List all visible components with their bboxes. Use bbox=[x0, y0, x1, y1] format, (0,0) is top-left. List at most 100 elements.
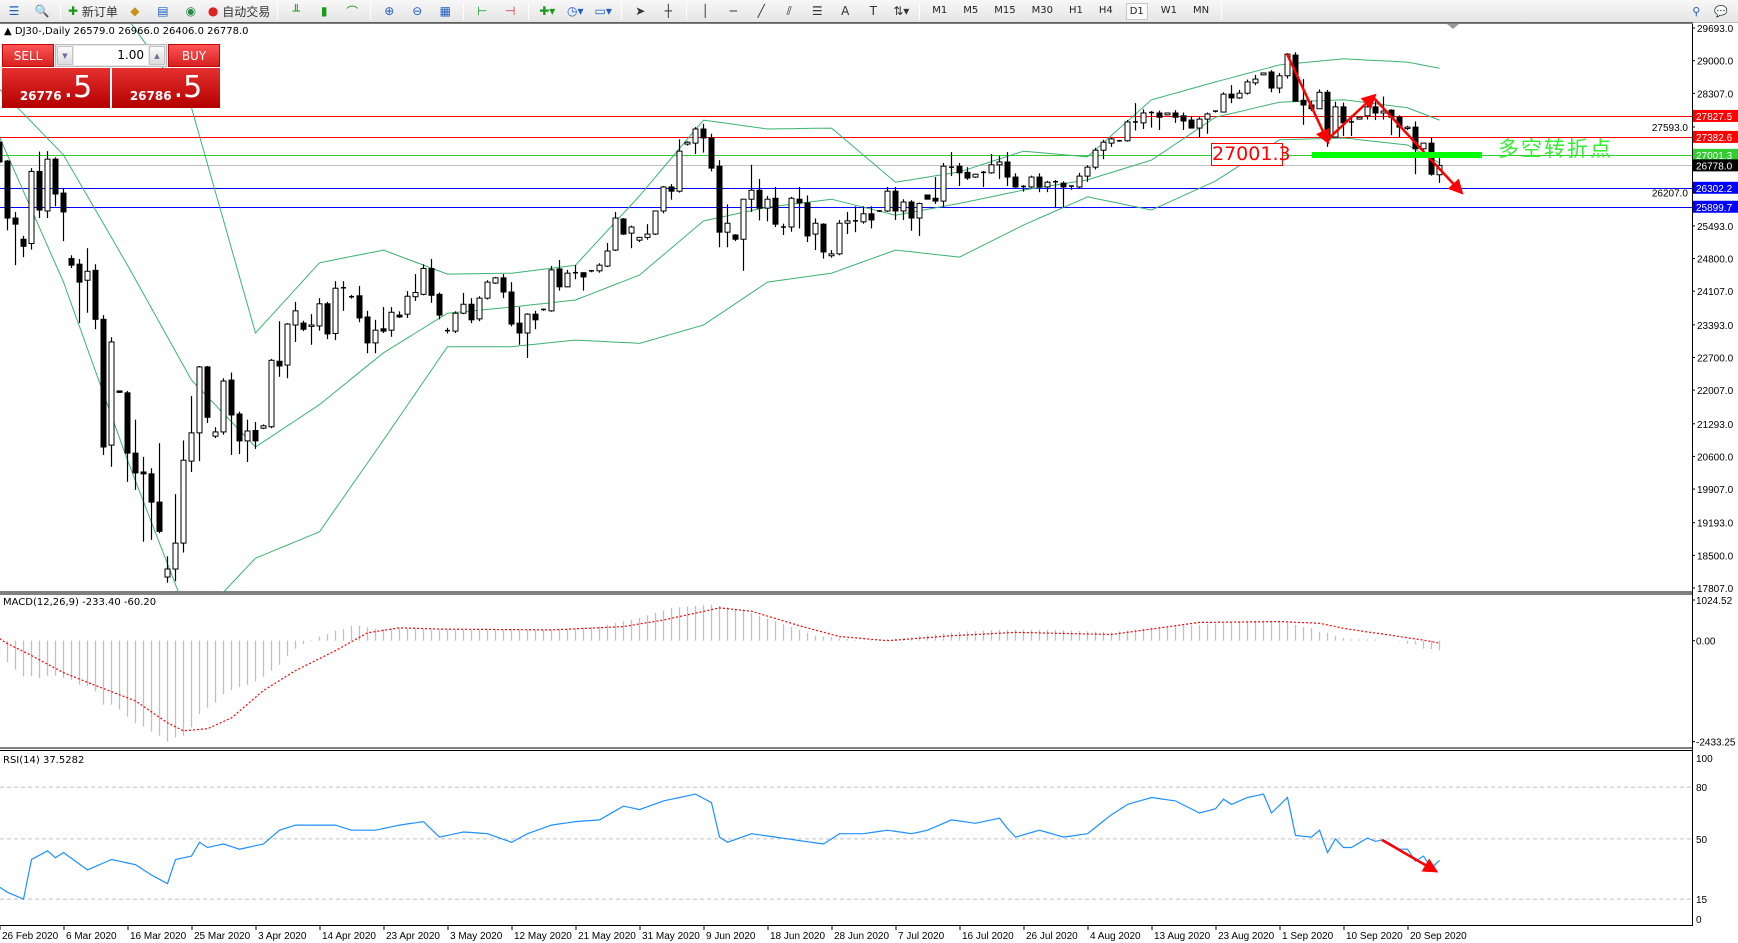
one-click-trading-panel: SELL ▼ 1.00 ▲ BUY 26776 .5 26786 .5 bbox=[2, 44, 220, 108]
rsi-axis-label: 50 bbox=[1696, 835, 1708, 846]
price-level-tag bbox=[1693, 181, 1738, 194]
candle bbox=[668, 184, 675, 200]
candle-body bbox=[284, 323, 291, 366]
timeframe-m15[interactable]: M15 bbox=[994, 4, 1016, 16]
plus-icon: ✚ bbox=[68, 4, 79, 18]
candle-body bbox=[420, 267, 427, 295]
timeframe-m1[interactable]: M1 bbox=[932, 4, 948, 16]
candle-body bbox=[1196, 118, 1203, 129]
indicators-dropdown-icon[interactable]: ✚▾ bbox=[539, 4, 556, 18]
sell-button[interactable]: SELL bbox=[2, 44, 54, 67]
candle-body bbox=[1260, 72, 1267, 76]
candle bbox=[620, 218, 627, 236]
candle bbox=[92, 264, 99, 330]
candle-body bbox=[644, 233, 651, 238]
zoom-in-icon[interactable]: ⊕ bbox=[384, 4, 395, 18]
turning-point-level-bar bbox=[1312, 152, 1482, 158]
sell-price-button[interactable]: 26776 .5 bbox=[2, 68, 110, 108]
candle-body bbox=[292, 310, 299, 326]
crosshair-icon[interactable]: ┼ bbox=[664, 4, 672, 18]
candle-body bbox=[652, 210, 659, 235]
candle bbox=[573, 265, 578, 280]
buy-price-button[interactable]: 26786 .5 bbox=[112, 68, 220, 108]
new-order-button[interactable]: ✚ 新订单 bbox=[68, 1, 118, 21]
candle bbox=[1092, 147, 1099, 170]
auto-scroll-icon[interactable]: ⊣ bbox=[505, 4, 516, 18]
templates-icon[interactable]: ▭▾ bbox=[594, 4, 612, 18]
auto-trading-button[interactable]: ● 自动交易 bbox=[208, 1, 270, 21]
lot-size-stepper[interactable]: ▼ 1.00 ▲ bbox=[55, 44, 167, 67]
candle-body bbox=[548, 269, 555, 312]
candle-body bbox=[1356, 116, 1363, 120]
candle bbox=[68, 255, 75, 268]
turning-point-annotation[interactable]: 多空转折点 bbox=[1498, 137, 1613, 161]
candle bbox=[468, 298, 475, 324]
timeframe-h4[interactable]: H4 bbox=[1098, 4, 1113, 16]
horizontal-line-icon[interactable]: ─ bbox=[729, 4, 737, 18]
lot-increase-icon[interactable]: ▲ bbox=[149, 46, 165, 65]
chart-shift-icon[interactable]: ⊢ bbox=[477, 4, 488, 18]
history-icon[interactable]: ▤ bbox=[157, 4, 169, 18]
candlestick-icon[interactable]: ▮ bbox=[320, 4, 328, 18]
trendline-icon[interactable]: ╱ bbox=[757, 4, 765, 18]
candle bbox=[532, 310, 539, 330]
candle-body bbox=[380, 328, 387, 332]
timeframe-m30[interactable]: M30 bbox=[1031, 4, 1053, 16]
price-tick-label: 18500.0 bbox=[1697, 551, 1734, 562]
price-annotation-label[interactable]: 27001.3 bbox=[1211, 143, 1291, 166]
candle bbox=[476, 296, 483, 322]
timeframe-h1[interactable]: H1 bbox=[1068, 4, 1083, 16]
candle-body bbox=[188, 432, 195, 462]
chat-icon[interactable]: 💬 bbox=[1714, 4, 1728, 18]
buy-button[interactable]: BUY bbox=[168, 44, 220, 67]
candle bbox=[1268, 70, 1275, 93]
candle-body bbox=[492, 277, 499, 284]
text-label-icon[interactable]: T bbox=[869, 4, 877, 18]
candle bbox=[156, 443, 163, 534]
candle bbox=[84, 248, 91, 313]
timeframe-m5[interactable]: M5 bbox=[963, 4, 979, 16]
cursor-icon[interactable]: ➤ bbox=[635, 4, 646, 18]
periods-clock-icon[interactable]: ◷▾ bbox=[566, 4, 584, 18]
market-watch-icon[interactable]: ☰ bbox=[8, 4, 20, 18]
lot-decrease-icon[interactable]: ▼ bbox=[57, 46, 73, 65]
collapse-triangle-icon[interactable]: ▲ bbox=[4, 26, 12, 37]
price-level-tag bbox=[1693, 109, 1738, 122]
price-tick-label: 22700.0 bbox=[1697, 353, 1734, 364]
arrows-dropdown-icon[interactable]: ⇅▾ bbox=[893, 4, 910, 18]
bar-chart-icon[interactable]: ╨ bbox=[292, 4, 300, 18]
navigator-zoom-icon[interactable]: 🔍 bbox=[34, 4, 50, 18]
tile-windows-icon[interactable]: ▦ bbox=[439, 4, 451, 18]
text-icon[interactable]: A bbox=[841, 4, 850, 18]
lot-size-input[interactable]: 1.00 bbox=[74, 46, 148, 65]
zoom-out-icon[interactable]: ⊖ bbox=[412, 4, 423, 18]
line-chart-icon[interactable]: ⌒ bbox=[346, 4, 359, 19]
date-label: 3 May 2020 bbox=[450, 931, 503, 942]
channel-icon[interactable]: ⫽ bbox=[786, 3, 792, 18]
candle-body bbox=[1044, 181, 1051, 188]
macd-axis-label: 1024.52 bbox=[1696, 596, 1733, 607]
search-icon[interactable]: ⚲ bbox=[1692, 4, 1701, 18]
candle-body bbox=[276, 360, 283, 367]
candle-body bbox=[1412, 126, 1419, 150]
signals-icon[interactable]: ◉ bbox=[185, 4, 197, 18]
timeframe-mn[interactable]: MN bbox=[1193, 4, 1210, 16]
candle-body bbox=[692, 128, 699, 144]
candle-body bbox=[1084, 166, 1091, 177]
timeframe-w1[interactable]: W1 bbox=[1160, 4, 1178, 16]
candle-body bbox=[844, 220, 851, 224]
gold-icon[interactable]: ◆ bbox=[130, 4, 140, 18]
candle bbox=[132, 419, 139, 490]
vertical-line-icon[interactable]: │ bbox=[701, 4, 709, 18]
price-tick-label: 20600.0 bbox=[1697, 452, 1734, 463]
buy-price-main: 26786 bbox=[129, 89, 172, 103]
candle bbox=[412, 274, 419, 301]
candle bbox=[492, 276, 499, 285]
fibonacci-icon[interactable]: ☰ bbox=[811, 4, 823, 18]
candle bbox=[1076, 172, 1083, 189]
candle-body bbox=[1316, 91, 1323, 110]
candle bbox=[276, 321, 283, 377]
candle-body bbox=[716, 165, 723, 233]
timeframe-d1[interactable]: D1 bbox=[1125, 2, 1148, 20]
